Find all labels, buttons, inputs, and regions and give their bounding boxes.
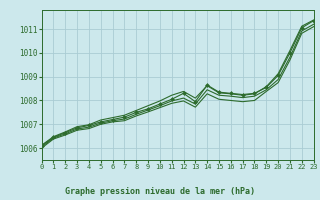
Text: Graphe pression niveau de la mer (hPa): Graphe pression niveau de la mer (hPa) [65,187,255,196]
